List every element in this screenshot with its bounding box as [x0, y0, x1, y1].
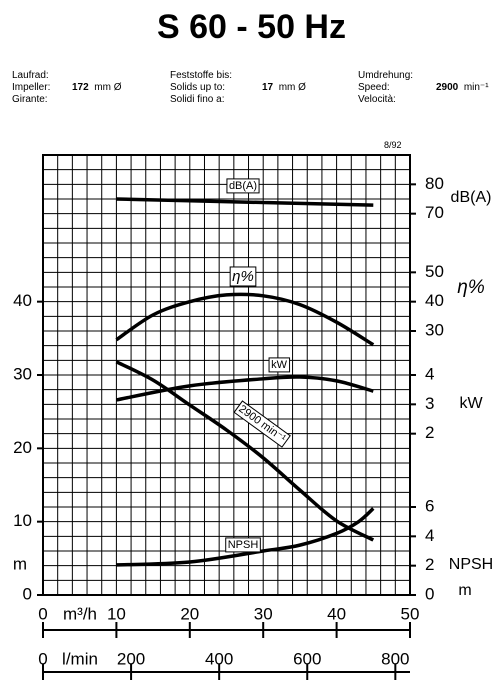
- label: Solidi fino a:: [170, 94, 225, 105]
- x-tick-label: 0: [38, 604, 47, 623]
- x-tick-label: 30: [254, 604, 273, 623]
- right-tick-label: 2: [425, 555, 434, 574]
- right-tick-label: 4: [425, 364, 434, 383]
- y-tick-label: 20: [13, 438, 32, 457]
- x-axis-label: m³/h: [63, 604, 97, 623]
- curve-label-box: [226, 178, 260, 194]
- unit: mm Ø: [278, 82, 306, 93]
- curve-label-text: 2900 min⁻¹: [236, 403, 288, 445]
- x-tick-label: 10: [107, 604, 126, 623]
- x2-tick-label: 200: [117, 649, 145, 668]
- code: 8/92: [384, 140, 402, 150]
- curve-label: η%: [229, 266, 257, 287]
- curve-label-text: dB(A): [229, 180, 257, 192]
- x-tick-label: 50: [401, 604, 420, 623]
- curve-label: dB(A): [226, 178, 260, 194]
- curve-label-box: [268, 357, 291, 373]
- right-axis-label: η%: [457, 277, 485, 298]
- curve-label: NPSH: [225, 537, 261, 553]
- right-tick-label: 6: [425, 496, 434, 515]
- y-axis-label: m: [13, 554, 27, 573]
- x2-tick-label: 0: [38, 649, 47, 668]
- right-tick-label: 80: [425, 174, 444, 193]
- curve-label-text: η%: [232, 268, 254, 285]
- label: Girante:: [12, 94, 48, 105]
- impeller-labels: Laufrad: Impeller: Girante:: [12, 70, 50, 106]
- right-tick-label: 50: [425, 262, 444, 281]
- unit: mm Ø: [94, 82, 122, 93]
- y-tick-label: 30: [13, 364, 32, 383]
- right-tick-label: 30: [425, 320, 444, 339]
- right-axis-label: kW: [459, 395, 483, 412]
- x2-tick-label: 800: [381, 649, 409, 668]
- label: Impeller:: [12, 82, 51, 93]
- label: Feststoffe bis:: [170, 70, 233, 81]
- curve-label-box: [225, 537, 261, 553]
- right-tick-label: 4: [425, 526, 434, 545]
- impeller-value: 172 mm Ø: [72, 82, 121, 94]
- speed-value: 2900 min⁻¹: [436, 82, 489, 94]
- title: S 60 - 50 Hz: [157, 8, 346, 46]
- right-tick-label: 0: [425, 584, 434, 603]
- curve: [116, 375, 374, 402]
- curve-label-text: kW: [271, 359, 288, 371]
- unit: min⁻¹: [463, 82, 489, 93]
- curve-label-box: [233, 400, 291, 448]
- label: Speed:: [358, 82, 390, 93]
- y-tick-label: 40: [13, 291, 32, 310]
- value: 172: [72, 82, 89, 93]
- curve: [116, 507, 375, 567]
- x2-tick-label: 400: [205, 649, 233, 668]
- label: Velocità:: [358, 94, 396, 105]
- y-tick-label: 10: [13, 511, 32, 530]
- x-tick-label: 20: [180, 604, 199, 623]
- right-tick-label: 2: [425, 423, 434, 442]
- curve: [116, 197, 374, 207]
- right-axis-label: dB(A): [451, 189, 492, 206]
- right-tick-label: 70: [425, 203, 444, 222]
- curve-label-text: NPSH: [228, 539, 259, 551]
- solids-labels: Feststoffe bis: Solids up to: Solidi fin…: [170, 70, 232, 106]
- right-axis-unit: m: [458, 582, 471, 599]
- curve: [115, 292, 375, 347]
- curve-label-box: [229, 266, 257, 287]
- x2-axis-label: l/min: [62, 649, 98, 668]
- value: 2900: [436, 82, 459, 93]
- label: Solids up to:: [170, 82, 226, 93]
- curve: [115, 360, 375, 542]
- label: Umdrehung:: [358, 70, 414, 81]
- solids-value: 17 mm Ø: [262, 82, 306, 94]
- y-tick-label: 0: [23, 584, 32, 603]
- x-tick-label: 40: [327, 604, 346, 623]
- speed-labels: Umdrehung: Speed: Velocità:: [358, 70, 413, 106]
- curve-label: kW: [268, 357, 291, 373]
- value: 17: [262, 82, 274, 93]
- right-axis-label: NPSH: [449, 556, 493, 573]
- right-tick-label: 40: [425, 291, 444, 310]
- right-tick-label: 3: [425, 394, 434, 413]
- label: Laufrad:: [12, 70, 49, 81]
- x2-tick-label: 600: [293, 649, 321, 668]
